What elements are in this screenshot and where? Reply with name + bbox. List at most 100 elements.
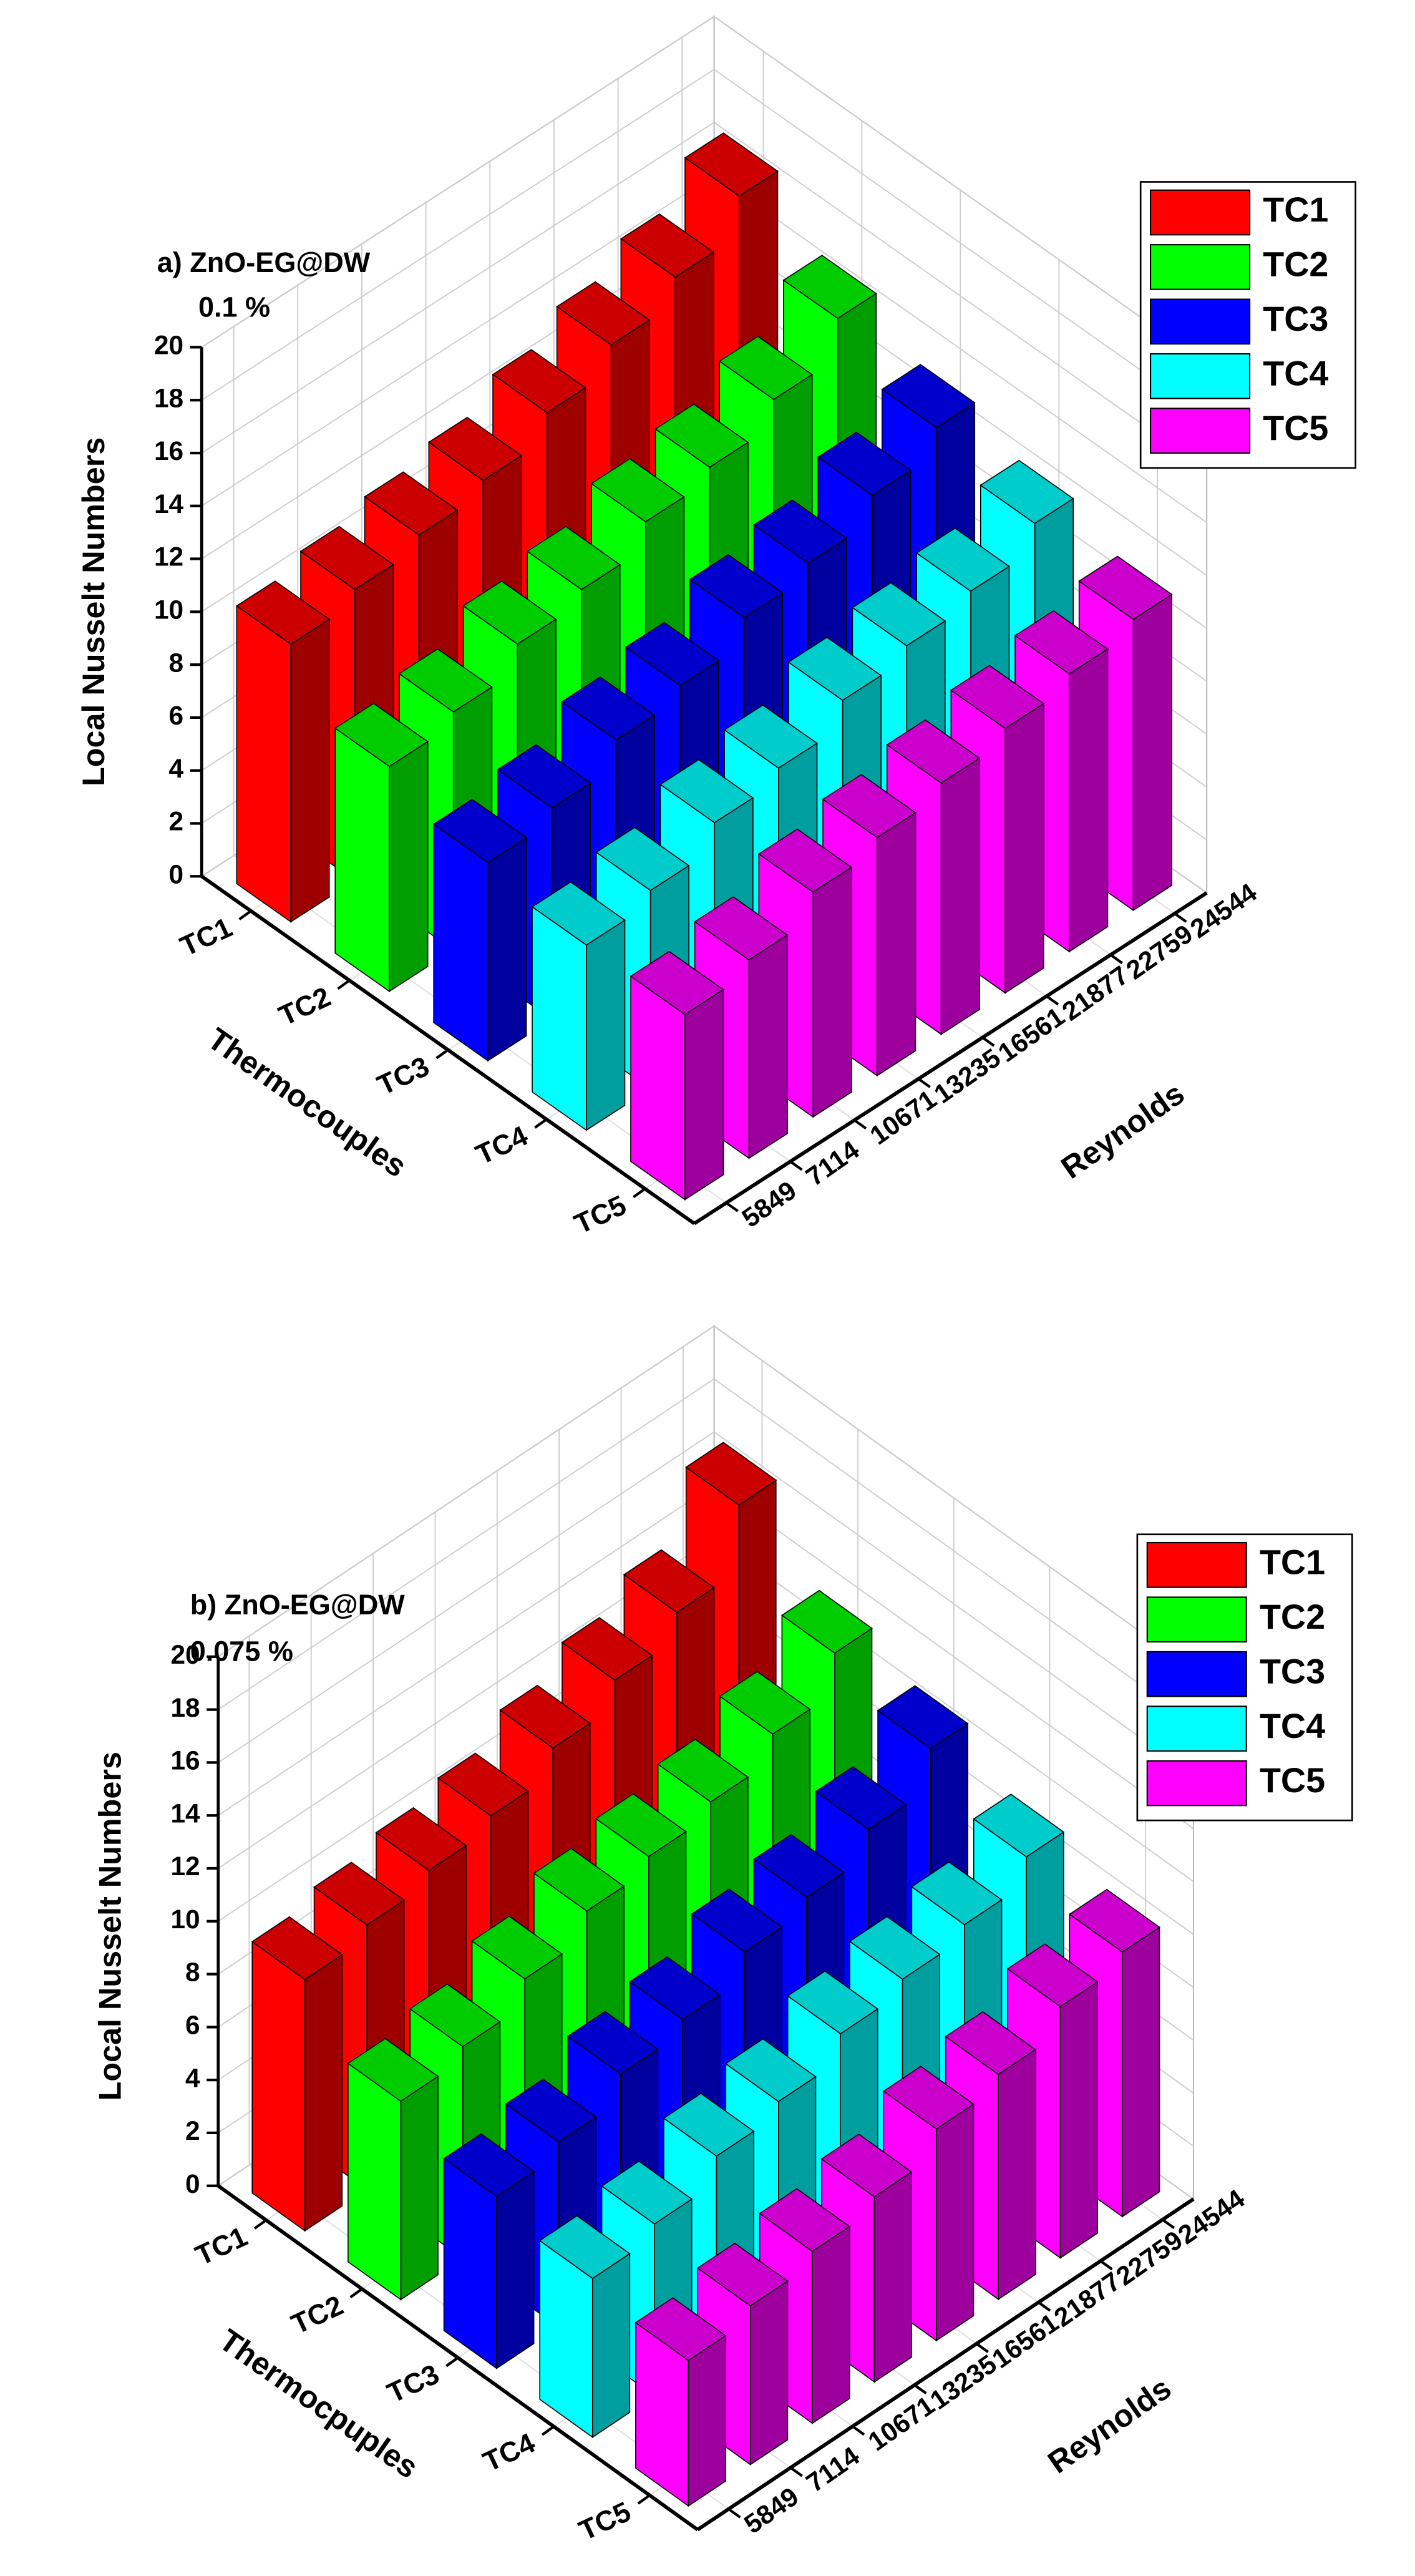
y-axis-label: Local Nusselt Numbers — [92, 1752, 127, 2100]
z-tick — [853, 1119, 867, 1130]
bar-top — [723, 704, 818, 769]
bar-top — [787, 1970, 879, 2035]
bar-top — [409, 1983, 501, 2047]
z-tick — [1046, 995, 1059, 1006]
y-axis-label: Local Nusselt Numbers — [75, 437, 111, 786]
y-tick-label: 6 — [169, 701, 184, 730]
bar-top — [443, 2133, 535, 2197]
bar-side — [389, 741, 429, 993]
grid-line — [201, 121, 1207, 471]
bar-front — [251, 1940, 306, 2232]
legend-swatch — [1150, 298, 1251, 345]
bar-top — [696, 2242, 789, 2307]
y-tick-label: 2 — [185, 2116, 200, 2145]
x-tick-label: TC3 — [372, 1050, 434, 1101]
bar-side — [1004, 703, 1044, 994]
y-tick-label: 0 — [169, 859, 184, 889]
grid-line — [218, 1378, 1194, 1724]
y-tick-label: 16 — [154, 436, 183, 466]
y-tick-label: 4 — [185, 2063, 200, 2092]
bar-top — [950, 665, 1045, 729]
x-tick-label: TC5 — [570, 1189, 631, 1240]
bar — [432, 798, 528, 1062]
bar-side — [688, 2334, 726, 2507]
x-tick-label: TC4 — [478, 2427, 540, 2478]
bar-top — [499, 1684, 591, 1749]
bar-side — [1132, 593, 1172, 912]
bar-side — [487, 836, 527, 1062]
y-tick-label: 18 — [154, 383, 183, 412]
y-tick-label: 8 — [185, 1958, 200, 1987]
z-tick — [981, 1036, 995, 1047]
bar-top — [886, 719, 981, 784]
bar-top — [973, 1793, 1065, 1858]
bar-top — [822, 774, 917, 839]
bar-side — [290, 618, 330, 923]
bar-top — [251, 1916, 343, 1981]
legend-label: TC3 — [1260, 1652, 1325, 1690]
legend-swatch — [1146, 1541, 1247, 1588]
legend-swatch — [1146, 1705, 1247, 1752]
bar-top — [945, 2011, 1037, 2076]
bar-top — [915, 527, 1010, 592]
y-tick-label: 20 — [170, 1640, 200, 1669]
bar-top — [724, 2038, 817, 2102]
z-tick — [852, 2425, 865, 2436]
z-tick — [789, 1160, 803, 1171]
bar-top — [815, 1766, 907, 1830]
bar-side — [1069, 648, 1109, 953]
z-tick — [1174, 912, 1187, 923]
bar-side — [936, 2103, 975, 2342]
bar-side — [1122, 1926, 1160, 2218]
y-tick-label: 12 — [170, 1852, 200, 1881]
x-tick — [534, 1118, 548, 1129]
z-axis — [696, 2197, 1195, 2532]
bar-top — [691, 1888, 783, 1953]
bar-side — [812, 866, 852, 1118]
y-tick-label: 12 — [154, 542, 183, 572]
bar-top — [561, 676, 656, 741]
z-axis-label: Reynolds — [1041, 2370, 1177, 2481]
bar-side — [812, 2225, 850, 2424]
z-tick — [1099, 2260, 1113, 2271]
x-tick — [445, 2356, 459, 2368]
bar — [235, 580, 331, 923]
legend-swatch — [1150, 407, 1251, 454]
bar-side — [998, 2048, 1036, 2301]
bar-front — [348, 2062, 402, 2301]
legend-label: TC4 — [1263, 354, 1328, 393]
bar-top — [787, 637, 882, 701]
x-tick — [337, 979, 351, 990]
legend-label: TC2 — [1260, 1598, 1325, 1636]
y-tick-label: 10 — [154, 595, 183, 625]
z-tick — [1162, 2218, 1175, 2229]
y-tick-label: 14 — [170, 1798, 200, 1828]
bar-side — [304, 1953, 343, 2232]
z-axis — [693, 891, 1208, 1226]
y-tick-label: 16 — [170, 1746, 200, 1775]
bar — [251, 1916, 343, 2232]
bar-top — [561, 1617, 653, 1681]
grid-line — [201, 69, 1207, 417]
z-tick — [917, 1078, 931, 1088]
bar-top — [299, 525, 394, 590]
bar-side — [586, 919, 626, 1131]
bar-side — [496, 2170, 535, 2369]
bar-top — [601, 2160, 693, 2225]
bar-top — [538, 2215, 631, 2280]
bar-top — [526, 525, 621, 590]
bar-top — [882, 2066, 975, 2130]
annotation: a) ZnO-EG@DW — [157, 246, 371, 278]
bar-top — [851, 582, 946, 646]
bar — [334, 703, 429, 993]
bar-top — [235, 580, 331, 645]
bar-front — [433, 823, 489, 1062]
bar — [538, 2215, 631, 2439]
legend-swatch — [1146, 1596, 1247, 1643]
legend-label: TC4 — [1260, 1707, 1325, 1745]
bar-top — [620, 213, 715, 278]
bar-side — [1059, 1981, 1098, 2259]
bar-top — [629, 1956, 721, 2021]
